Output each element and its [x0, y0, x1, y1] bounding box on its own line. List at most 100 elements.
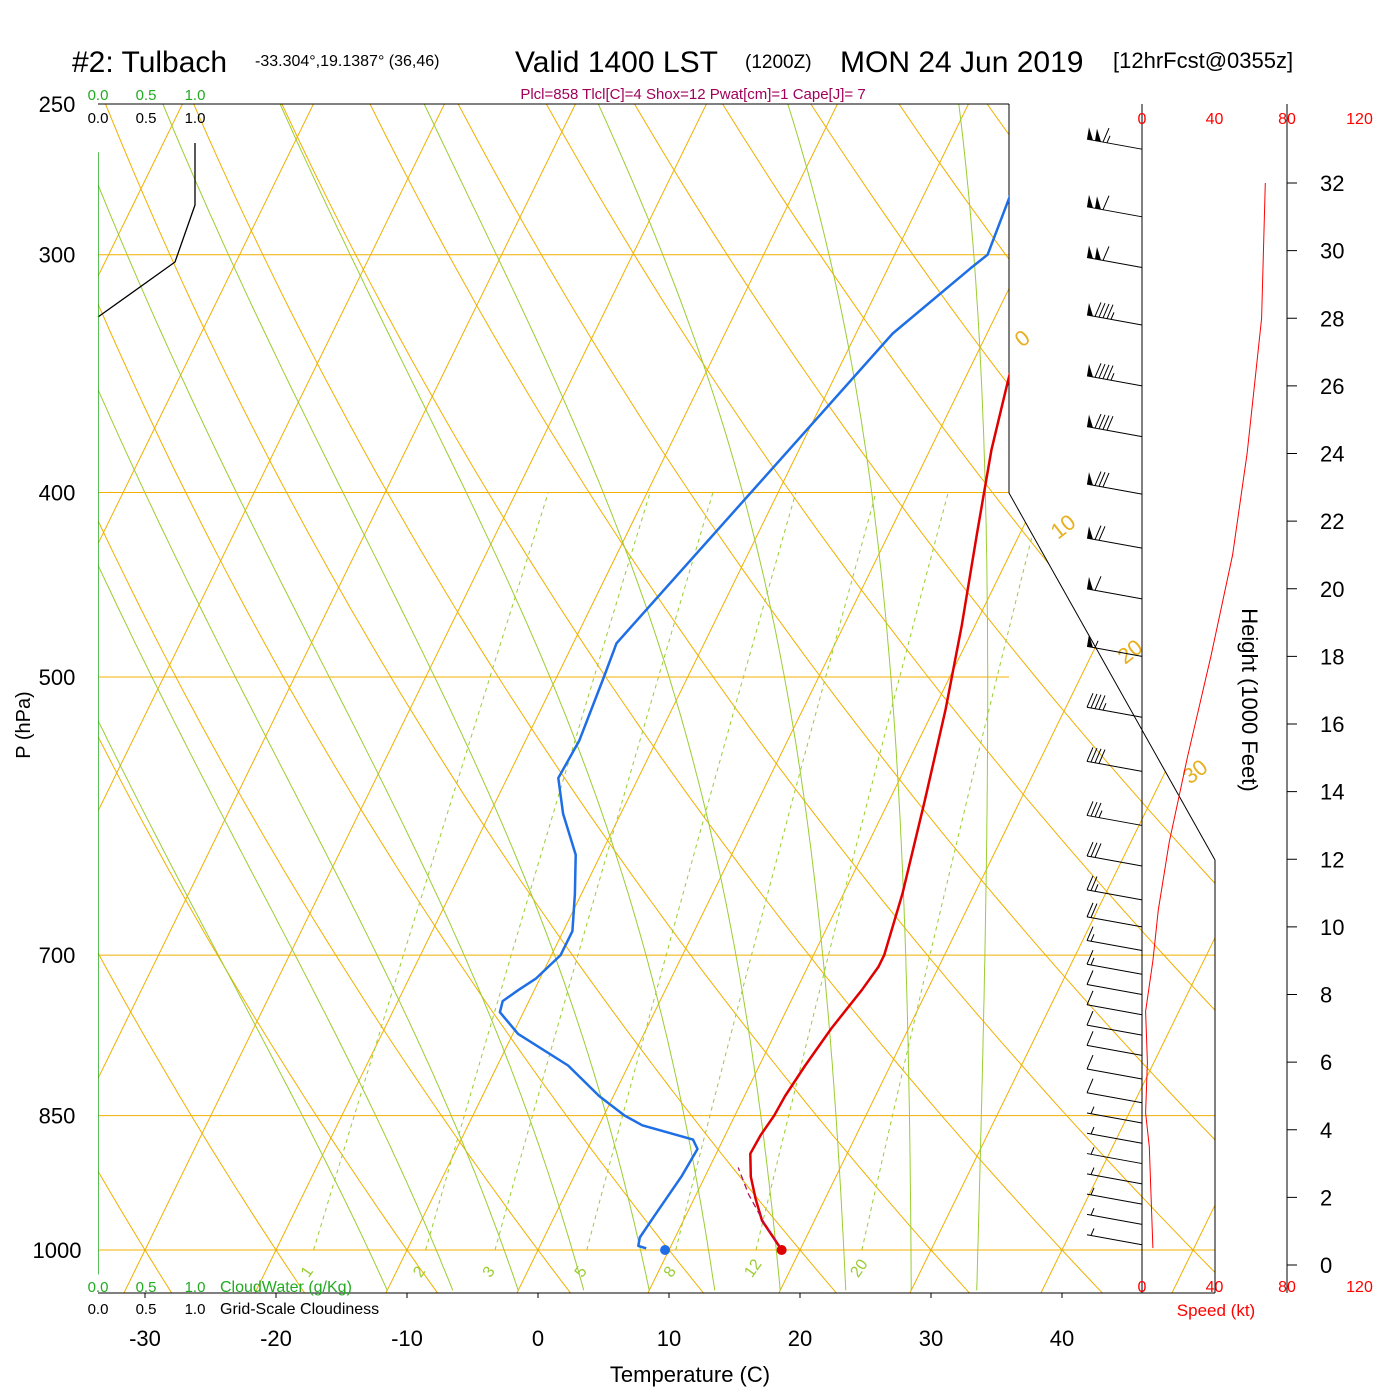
dry-adiabat-line — [98, 104, 309, 1293]
wind-barb-feather — [1098, 414, 1106, 429]
speed-tick-label-top: 0 — [1138, 111, 1147, 128]
temperature-tick-label: -20 — [260, 1326, 292, 1351]
zulu-time: (1200Z) — [745, 52, 812, 73]
wind-barb — [1086, 970, 1143, 995]
pressure-tick-label: 1000 — [33, 1238, 82, 1263]
cloudiness-profile — [97, 143, 196, 318]
pressure-tick-label: 300 — [39, 243, 76, 268]
y-axis-title: P (hPa) — [13, 691, 35, 758]
dry-adiabat-line — [1137, 104, 1215, 1293]
wind-barb — [1086, 302, 1143, 326]
parcel-trace — [737, 1167, 783, 1251]
wind-barb-staff — [1086, 706, 1143, 718]
wind-barb-half-feather — [1090, 1126, 1095, 1135]
wind-barb-staff — [1086, 314, 1143, 326]
isotherm-line — [1300, 70, 1400, 1298]
wind-barb-staff — [1086, 1132, 1143, 1144]
wind-barb-half-feather — [1090, 1147, 1095, 1155]
wind-barb-feather — [1094, 471, 1102, 486]
speed-tick-label-bottom: 0 — [1138, 1279, 1147, 1296]
speed-tick-label-bottom: 120 — [1346, 1279, 1373, 1296]
pressure-tick-label: 400 — [39, 481, 76, 506]
wind-barb-pennant — [1087, 303, 1093, 317]
temperature-tick-label: 10 — [657, 1326, 681, 1351]
cloudwater-scale-top: 0.0 — [88, 87, 109, 104]
wind-barb-feather — [1086, 841, 1094, 857]
wind-barb — [1086, 1187, 1143, 1205]
surface-dewpoint-point — [660, 1245, 671, 1255]
wind-barb-feather — [1098, 526, 1106, 541]
wind-barb — [1086, 363, 1143, 387]
wind-barb — [1086, 194, 1143, 218]
wind-barb-feather — [1098, 695, 1106, 710]
wind-barb-staff — [1086, 1044, 1143, 1056]
height-axis-title: Height (1000 Feet) — [1237, 608, 1262, 791]
mixing-ratio-label: 3 — [480, 1264, 499, 1281]
mixing-ratio-label: 8 — [661, 1264, 680, 1281]
moist-adiabat-line — [98, 104, 585, 1291]
wind-barb-feather — [1102, 195, 1110, 210]
height-tick-label: 18 — [1320, 644, 1344, 669]
x-axis-title: Temperature (C) — [610, 1362, 770, 1387]
wind-barb — [1086, 1228, 1143, 1246]
moist-adiabat-line — [512, 104, 847, 1291]
height-tick-label: 20 — [1320, 577, 1344, 602]
wind-barb — [1086, 413, 1143, 438]
wind-barb-feather — [1102, 472, 1110, 488]
moist-adiabat-line — [201, 104, 716, 1291]
moist-adiabat-line — [98, 104, 388, 1291]
wind-barb-feather — [1086, 970, 1094, 985]
wind-barb-feather — [1106, 304, 1114, 319]
cloudwater-scale-bottom: 0.5 — [136, 1279, 157, 1296]
cloudwater-scale-bottom: 1.0 — [185, 1279, 206, 1296]
wind-barb — [1086, 693, 1143, 718]
dry-adiabat-line — [98, 104, 442, 1293]
wind-barb — [1086, 1031, 1143, 1056]
moist-adiabat-line — [98, 104, 454, 1291]
wind-barb-pennant — [1087, 414, 1093, 428]
wind-barb — [1086, 634, 1143, 657]
wind-barb-feather — [1094, 576, 1102, 591]
temperature-tick-label: 0 — [532, 1326, 544, 1351]
dry-adiabat-line — [1050, 104, 1215, 1293]
height-tick-label: 26 — [1320, 374, 1344, 399]
dry-adiabat-line — [98, 104, 709, 1293]
wind-barb-feather — [1098, 363, 1106, 379]
pressure-tick-label: 700 — [39, 943, 76, 968]
wind-barb-half-feather — [1098, 810, 1103, 818]
wind-barb-staff — [1086, 588, 1143, 600]
wind-barb-staff — [1086, 1068, 1143, 1080]
wind-barb — [1086, 1126, 1143, 1144]
station-coords: -33.304°,19.1387° (36,46) — [255, 53, 439, 70]
height-tick-label: 24 — [1320, 442, 1344, 467]
isotherm-line — [1037, 104, 1215, 1293]
wind-barb-feather — [1094, 302, 1102, 317]
wind-barb-feather — [1106, 416, 1114, 431]
wind-barb-pennant — [1087, 194, 1093, 208]
wind-barb-staff — [1086, 916, 1143, 928]
pressure-tick-label: 500 — [39, 665, 76, 690]
wind-barb-feather — [1102, 303, 1110, 319]
dry-adiabat-line — [614, 104, 1215, 1293]
wind-barb-pennant — [1087, 245, 1093, 259]
wind-barb-feather — [1098, 302, 1106, 318]
wind-barb-feather — [1102, 246, 1110, 261]
wind-barb-feather — [1094, 525, 1102, 540]
wind-barb-staff — [1086, 1213, 1143, 1225]
height-tick-label: 0 — [1320, 1253, 1332, 1278]
speed-axis-title: Speed (kt) — [1177, 1301, 1255, 1320]
speed-tick-label-top: 120 — [1346, 111, 1373, 128]
dry-adiabat-line — [353, 104, 1215, 1293]
mixing-ratio-line — [586, 492, 797, 1251]
surface-temperature-point — [776, 1245, 787, 1255]
wind-barb-staff — [1086, 1092, 1143, 1104]
height-tick-label: 10 — [1320, 915, 1344, 940]
temperature-tick-label: 40 — [1050, 1326, 1074, 1351]
dry-adiabat-line — [178, 104, 975, 1293]
wind-barb — [1086, 1207, 1143, 1225]
wind-barb — [1086, 245, 1143, 269]
dry-adiabat-line — [440, 104, 1215, 1293]
wind-barb-pennant — [1087, 472, 1093, 486]
cloudiness-scale-top: 0.0 — [88, 110, 109, 127]
